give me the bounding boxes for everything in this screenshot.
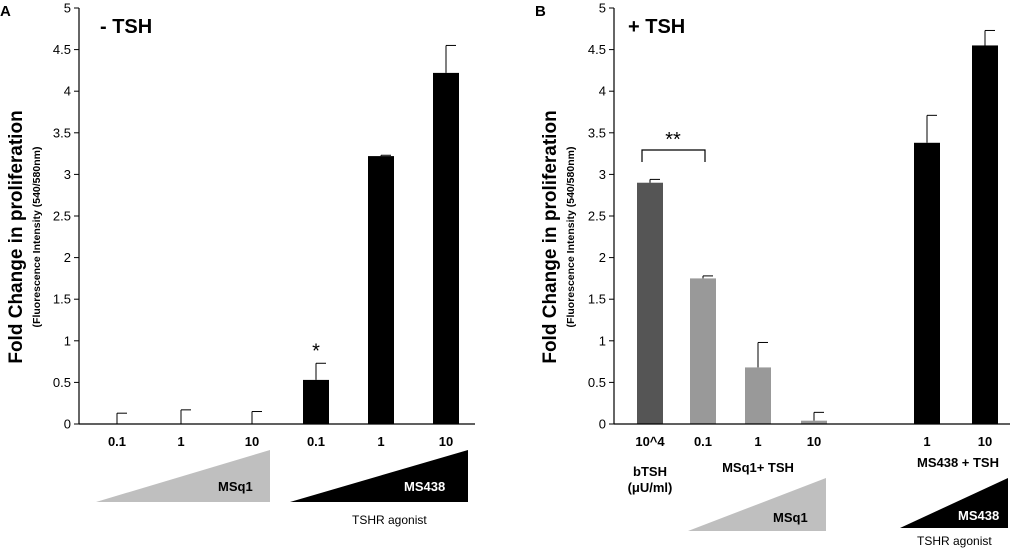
panel-a-xtick-label: 0.1 — [307, 434, 325, 449]
panel-b-bar — [801, 420, 827, 424]
panel-a-ytick-label: 2 — [64, 250, 71, 265]
panel-a-x-ticks: 0.1 1 10 0.1 1 10 — [108, 434, 453, 449]
panel-a-bar — [368, 156, 394, 424]
panel-b-ytick-label: 2.5 — [588, 209, 606, 224]
panel-a-ytick-label: 5 — [64, 1, 71, 16]
panel-a-ylabel-sub: (Fluorescence Intensity (540/580nm) — [31, 147, 43, 328]
panel-b-ytick-label: 2 — [599, 250, 606, 265]
panel-b-y-axis: 0 0.5 1 1.5 2 2.5 3 3.5 4 4.5 5 — [588, 1, 614, 432]
panel-b-ytick-label: 4 — [599, 84, 606, 99]
panel-b-xtick-label: 10 — [978, 434, 992, 449]
panel-b-x-ticks: 10^4 0.1 1 10 1 10 — [635, 434, 992, 449]
panel-a-ytick-label: 3 — [64, 167, 71, 182]
panel-a-ytick-label: 1 — [64, 333, 71, 348]
panel-b: B + TSH Fold Change in proliferation (Fl… — [535, 1, 1010, 548]
panel-a-xtick-label: 1 — [377, 434, 384, 449]
panel-b-bar — [690, 278, 716, 424]
panel-a-bars: * — [116, 44, 459, 425]
panel-b-agonist-note: TSHR agonist — [917, 534, 992, 548]
panel-a-ylabel: Fold Change in proliferation — [6, 110, 27, 363]
panel-b-title: + TSH — [628, 16, 685, 38]
panel-b-ms438-tsh-label: MS438 + TSH — [917, 455, 999, 470]
panel-a-bar — [433, 72, 459, 425]
panel-a-ytick-label: 3.5 — [53, 125, 71, 140]
panel-b-btsh-unit: (μU/ml) — [628, 480, 673, 495]
panel-a-ytick-label: 4.5 — [53, 42, 71, 57]
panel-a-ytick-label: 1.5 — [53, 292, 71, 307]
panel-a-xtick-label: 0.1 — [108, 434, 126, 449]
panel-b-xtick-label: 1 — [754, 434, 761, 449]
panel-a-ytick-label: 0.5 — [53, 375, 71, 390]
panel-a-ytick-label: 2.5 — [53, 209, 71, 224]
panel-b-ytick-label: 0 — [599, 417, 606, 432]
panel-a-ms438-label: MS438 — [404, 479, 445, 494]
panel-a-xtick-label: 1 — [177, 434, 184, 449]
panel-a-ms438-triangle — [290, 450, 468, 502]
panel-b-ytick-label: 1 — [599, 333, 606, 348]
panel-a-agonist-note: TSHR agonist — [352, 513, 427, 527]
panel-a-letter: A — [0, 3, 11, 20]
panel-b-letter: B — [535, 3, 546, 20]
panel-b-msq1-triangle — [688, 478, 826, 531]
panel-a-ytick-label: 0 — [64, 417, 71, 432]
panel-b-bar — [914, 142, 940, 424]
panel-b-ms438-label: MS438 — [958, 508, 999, 523]
panel-b-ytick-label: 0.5 — [588, 375, 606, 390]
panel-b-ytick-label: 5 — [599, 1, 606, 16]
panel-b-significance-label: ** — [665, 129, 681, 151]
panel-b-bar — [972, 45, 998, 424]
panel-b-bar — [745, 367, 771, 424]
panel-b-msq1-label: MSq1 — [773, 510, 808, 525]
panel-b-ms438-triangle — [900, 478, 1008, 528]
panel-b-btsh-label: bTSH — [633, 464, 667, 479]
panel-b-msq1-tsh-label: MSq1+ TSH — [722, 460, 794, 475]
panel-a-msq1-triangle — [96, 450, 270, 502]
panel-a-annotation: * — [312, 340, 320, 362]
panel-b-xtick-label: 10 — [807, 434, 821, 449]
panel-a-bar — [303, 379, 329, 424]
panel-a-ytick-label: 4 — [64, 84, 71, 99]
panel-b-ylabel-sub: (Fluorescence Intensity (540/580nm) — [565, 147, 577, 328]
panel-b-ytick-label: 3.5 — [588, 125, 606, 140]
panel-a-title: - TSH — [100, 16, 152, 38]
panel-b-ytick-label: 3 — [599, 167, 606, 182]
panel-a-y-axis: 0 0.5 1 1.5 2 2.5 3 3.5 4 4.5 5 — [53, 1, 79, 432]
panel-b-bars — [637, 29, 998, 424]
panel-a-msq1-label: MSq1 — [218, 479, 253, 494]
panel-b-ytick-label: 1.5 — [588, 292, 606, 307]
panel-b-significance-bracket — [641, 149, 706, 162]
panel-b-bar — [637, 182, 663, 424]
panel-b-ytick-label: 4.5 — [588, 42, 606, 57]
panel-b-xtick-label: 0.1 — [694, 434, 712, 449]
panel-a-xtick-label: 10 — [245, 434, 259, 449]
panel-a-xtick-label: 10 — [439, 434, 453, 449]
panel-b-xtick-label: 10^4 — [635, 434, 665, 449]
panel-b-xtick-label: 1 — [923, 434, 930, 449]
panel-a: A - TSH Fold Change in proliferation (Fl… — [0, 1, 475, 527]
panel-b-ylabel: Fold Change in proliferation — [540, 110, 561, 363]
